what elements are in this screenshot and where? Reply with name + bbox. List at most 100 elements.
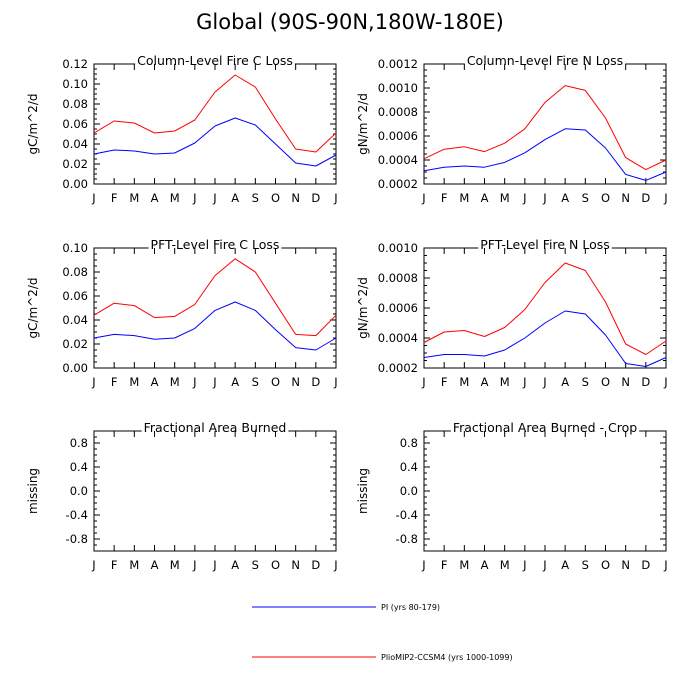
x-tick-label: A <box>561 375 569 389</box>
y-tick-label: 0.0 <box>70 484 88 498</box>
y-tick-label: 0.04 <box>62 313 88 327</box>
x-tick-label: A <box>481 558 489 572</box>
panel-title: Fractional Area Burned - Crop <box>453 420 637 435</box>
x-tick-label: M <box>500 191 510 205</box>
panel-title: Fractional Area Burned <box>144 420 287 435</box>
x-tick-label: J <box>192 558 196 572</box>
y-tick-label: 0.8 <box>400 436 418 450</box>
x-tick-label: M <box>129 375 139 389</box>
x-tick-label: J <box>333 191 337 205</box>
x-tick-label: S <box>252 558 259 572</box>
x-tick-label: J <box>542 375 546 389</box>
panel-title-backing <box>141 420 289 435</box>
x-tick-label: M <box>459 191 469 205</box>
x-tick-label: M <box>500 375 510 389</box>
x-tick-label: M <box>500 558 510 572</box>
x-tick-label: J <box>333 558 337 572</box>
x-tick-label: J <box>522 191 526 205</box>
x-tick-label: M <box>170 558 180 572</box>
panel-title-backing <box>148 237 282 252</box>
plot-frame <box>93 247 337 369</box>
series-line-pliomip2 <box>423 85 667 171</box>
x-tick-label: A <box>151 375 159 389</box>
y-tick-label: 0.04 <box>62 137 88 151</box>
y-tick-label: -0.4 <box>396 508 418 522</box>
y-tick-label: 0.08 <box>62 97 88 111</box>
y-tick-label: 0.0002 <box>378 177 418 191</box>
x-tick-label: J <box>421 191 425 205</box>
x-tick-label: N <box>621 191 630 205</box>
y-tick-label: 0.02 <box>62 157 88 171</box>
series-line-pi <box>423 310 667 367</box>
series-line-pliomip2 <box>93 74 337 153</box>
y-tick-label: 0.0010 <box>378 81 418 95</box>
y-tick-label: -0.8 <box>396 532 418 546</box>
panel-title: Column-Level Fire N Loss <box>467 53 623 68</box>
x-tick-label: M <box>170 191 180 205</box>
figure-title: Global (90S-90N,180W-180E) <box>196 10 504 34</box>
x-tick-label: S <box>252 191 259 205</box>
y-tick-label: 0.4 <box>70 460 88 474</box>
x-tick-label: J <box>192 375 196 389</box>
x-tick-label: J <box>212 191 216 205</box>
x-tick-label: J <box>212 375 216 389</box>
series-line-pi <box>93 301 337 351</box>
panel-4: PFT-Level Fire N Loss gN/m^2/d 0.0002 0.000… <box>356 237 668 389</box>
x-tick-label: A <box>481 375 489 389</box>
x-tick-label: F <box>441 558 448 572</box>
x-tick-label: M <box>129 558 139 572</box>
x-tick-label: N <box>291 375 300 389</box>
plot-frame <box>93 63 337 185</box>
panel-6: Fractional Area Burned - Crop missing -0.8… <box>356 420 668 572</box>
x-tick-label: F <box>111 558 118 572</box>
y-tick-label: 0.4 <box>400 460 418 474</box>
legend-label-pi: PI (yrs 80-179) <box>381 603 440 612</box>
y-tick-label: 0.0006 <box>378 129 418 143</box>
x-tick-label: D <box>311 191 320 205</box>
x-tick-label: D <box>311 375 320 389</box>
x-tick-label: J <box>542 191 546 205</box>
x-tick-label: N <box>621 375 630 389</box>
x-tick-label: J <box>91 558 95 572</box>
y-tick-label: 0.8 <box>70 436 88 450</box>
x-tick-label: F <box>441 191 448 205</box>
x-tick-label: J <box>421 558 425 572</box>
y-tick-label: 0.00 <box>62 177 88 191</box>
x-tick-label: O <box>601 375 610 389</box>
panel-2: Column-Level Fire N Loss gN/m^2/d 0.0002 0.… <box>356 53 668 205</box>
x-tick-label: A <box>561 558 569 572</box>
y-tick-label: 0.0002 <box>378 361 418 375</box>
y-axis-label: missing <box>26 468 40 514</box>
x-tick-label: A <box>151 191 159 205</box>
x-tick-label: A <box>481 191 489 205</box>
x-tick-label: D <box>311 558 320 572</box>
y-tick-label: 0.0012 <box>378 57 418 71</box>
x-tick-label: M <box>129 191 139 205</box>
x-tick-label: D <box>641 375 650 389</box>
x-tick-label: F <box>111 375 118 389</box>
y-tick-label: 0.06 <box>62 289 88 303</box>
x-tick-label: M <box>459 558 469 572</box>
y-axis-label: missing <box>356 468 370 514</box>
x-tick-label: F <box>111 191 118 205</box>
y-tick-label: 0.10 <box>62 77 88 91</box>
x-tick-label: A <box>561 191 569 205</box>
x-tick-label: N <box>621 558 630 572</box>
x-tick-label: S <box>582 191 589 205</box>
y-axis-label: gC/m^2/d <box>26 277 40 338</box>
series-line-pi <box>423 128 667 181</box>
plot-frame <box>423 430 667 552</box>
y-axis-label: gN/m^2/d <box>356 277 370 339</box>
x-tick-label: J <box>91 375 95 389</box>
panel-5: Fractional Area Burned missing -0.8 -0.4 0.0… <box>26 420 338 572</box>
x-tick-label: J <box>663 375 667 389</box>
panel-title: Column-Level Fire C Loss <box>137 53 293 68</box>
x-tick-label: S <box>582 375 589 389</box>
legend-label-pliomip2: PlioMIP2-CCSM4 (yrs 1000-1099) <box>381 653 513 662</box>
y-tick-label: 0.0008 <box>378 105 418 119</box>
x-tick-label: F <box>441 375 448 389</box>
y-tick-label: 0.08 <box>62 265 88 279</box>
x-tick-label: A <box>231 191 239 205</box>
x-tick-label: J <box>542 558 546 572</box>
y-tick-label: 0.10 <box>62 241 88 255</box>
